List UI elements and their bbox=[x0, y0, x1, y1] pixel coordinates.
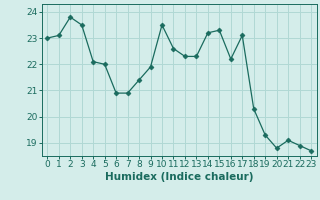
X-axis label: Humidex (Indice chaleur): Humidex (Indice chaleur) bbox=[105, 172, 253, 182]
